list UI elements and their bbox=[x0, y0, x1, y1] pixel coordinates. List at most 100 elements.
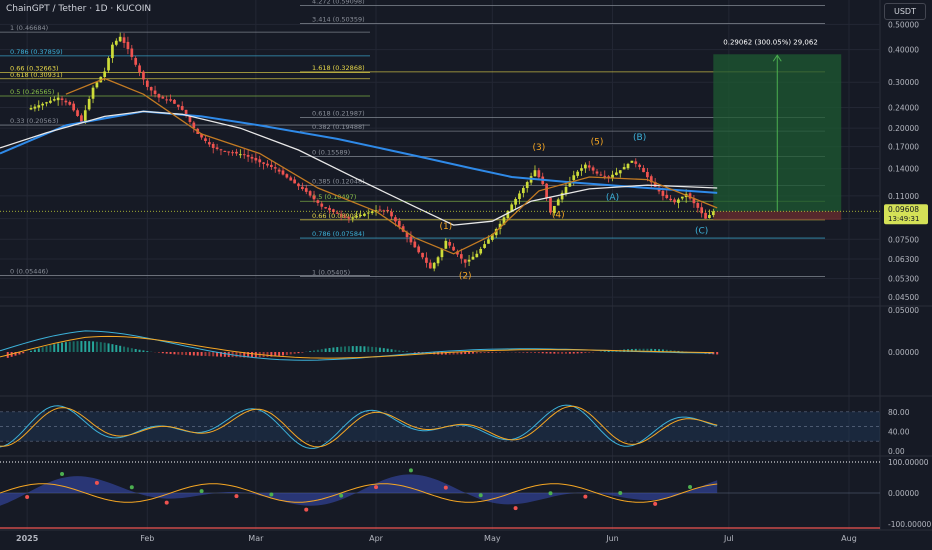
candle-body bbox=[41, 103, 44, 106]
candle-body bbox=[626, 163, 630, 169]
candle-body bbox=[215, 147, 219, 149]
macd-bar bbox=[53, 344, 56, 352]
candle-body bbox=[301, 186, 304, 190]
macd-bar bbox=[188, 352, 191, 356]
candle-body bbox=[114, 40, 118, 45]
candle-body bbox=[649, 176, 653, 183]
macd-bar bbox=[390, 349, 393, 352]
macd-bar bbox=[111, 344, 114, 352]
osc-signal-dot bbox=[129, 485, 134, 490]
candle-body bbox=[304, 188, 308, 192]
y-tick-label: 0.24000 bbox=[888, 104, 919, 113]
macd-bar bbox=[460, 352, 463, 355]
macd-bar bbox=[320, 349, 323, 352]
candle-body bbox=[277, 169, 281, 172]
macd-bar bbox=[487, 352, 490, 353]
macd-bar bbox=[235, 352, 238, 358]
macd-bar bbox=[712, 352, 715, 355]
candle-body bbox=[273, 167, 277, 169]
macd-bar bbox=[468, 352, 471, 354]
macd-bar bbox=[45, 346, 48, 352]
x-tick-label: Mar bbox=[248, 534, 264, 543]
y-tick-label: 0.17000 bbox=[888, 143, 919, 152]
elliott-wave-label: (5) bbox=[591, 138, 604, 148]
candle-body bbox=[611, 174, 614, 178]
candle-body bbox=[708, 214, 711, 219]
candle-body bbox=[459, 254, 463, 259]
y-tick-label: 0.20000 bbox=[888, 124, 919, 133]
macd-bar bbox=[564, 352, 567, 354]
candle-body bbox=[615, 172, 618, 175]
candle-body bbox=[56, 97, 60, 101]
osc-signal-dot bbox=[25, 495, 30, 499]
candle-body bbox=[351, 217, 355, 219]
macd-bar bbox=[669, 350, 672, 352]
macd-bar bbox=[654, 348, 657, 352]
osc-signal-line bbox=[0, 483, 718, 503]
candle-body bbox=[680, 196, 684, 199]
macd-bar bbox=[344, 346, 347, 352]
fib-label: 1.618 (0.32868) bbox=[312, 64, 365, 72]
candle-body bbox=[157, 94, 161, 98]
macd-bar bbox=[61, 342, 64, 352]
fib-label: 0.618 (0.21987) bbox=[312, 109, 365, 117]
candle-body bbox=[669, 198, 673, 201]
fib-label: 0.5 (0.26565) bbox=[10, 88, 54, 96]
symbol-title[interactable]: ChainGPT / Tether · 1D · KUCOIN bbox=[6, 4, 152, 14]
macd-bar bbox=[88, 341, 91, 352]
osc-signal-dot bbox=[374, 485, 379, 490]
candle-body bbox=[235, 151, 238, 154]
macd-bar bbox=[336, 347, 339, 352]
candle-body bbox=[289, 177, 293, 181]
candle-body bbox=[246, 154, 250, 157]
candle-body bbox=[630, 160, 634, 163]
candle-body bbox=[518, 193, 521, 200]
macd-bar bbox=[80, 340, 83, 352]
candle-body bbox=[638, 164, 642, 167]
osc-signal-dot bbox=[234, 494, 239, 499]
macd-bar bbox=[576, 352, 579, 354]
macd-bar bbox=[545, 352, 548, 354]
macd-bar bbox=[14, 352, 17, 356]
candle-body bbox=[207, 142, 211, 145]
candle-body bbox=[490, 234, 494, 240]
macd-bar bbox=[464, 352, 467, 355]
candle-body bbox=[231, 152, 234, 154]
macd-bar bbox=[603, 351, 606, 352]
macd-bar bbox=[444, 352, 447, 355]
candle-body bbox=[161, 96, 165, 99]
candle-body bbox=[107, 58, 110, 71]
candle-body bbox=[184, 109, 188, 116]
candle-body bbox=[335, 212, 339, 214]
macd-bar bbox=[212, 352, 215, 357]
candle-body bbox=[448, 241, 452, 246]
macd-bar bbox=[483, 352, 486, 353]
macd-bar bbox=[313, 350, 316, 352]
candle-body bbox=[72, 103, 76, 111]
macd-bar bbox=[41, 347, 44, 352]
macd-bar bbox=[192, 352, 195, 356]
candle-body bbox=[506, 210, 510, 219]
currency-button[interactable]: USDT bbox=[884, 3, 926, 20]
elliott-wave-label: (B) bbox=[633, 133, 646, 143]
candle-body bbox=[440, 249, 444, 258]
x-tick-label: Aug bbox=[841, 534, 857, 543]
macd-bar bbox=[196, 352, 199, 356]
candle-body bbox=[130, 48, 134, 57]
candle-body bbox=[165, 99, 169, 101]
candle-body bbox=[382, 210, 386, 212]
macd-bar bbox=[634, 348, 637, 352]
macd-bar bbox=[281, 352, 284, 356]
candle-body bbox=[281, 170, 285, 175]
candle-body bbox=[479, 248, 483, 254]
last-price-countdown: 13:49:31 bbox=[888, 215, 919, 223]
candle-body bbox=[533, 170, 537, 177]
candle-body bbox=[134, 58, 138, 65]
candle-body bbox=[118, 36, 122, 42]
osc-signal-dot bbox=[408, 468, 413, 473]
macd-bar bbox=[185, 352, 188, 356]
macd-bar bbox=[316, 349, 319, 352]
candle-body bbox=[580, 168, 583, 171]
candle-body bbox=[587, 165, 591, 168]
